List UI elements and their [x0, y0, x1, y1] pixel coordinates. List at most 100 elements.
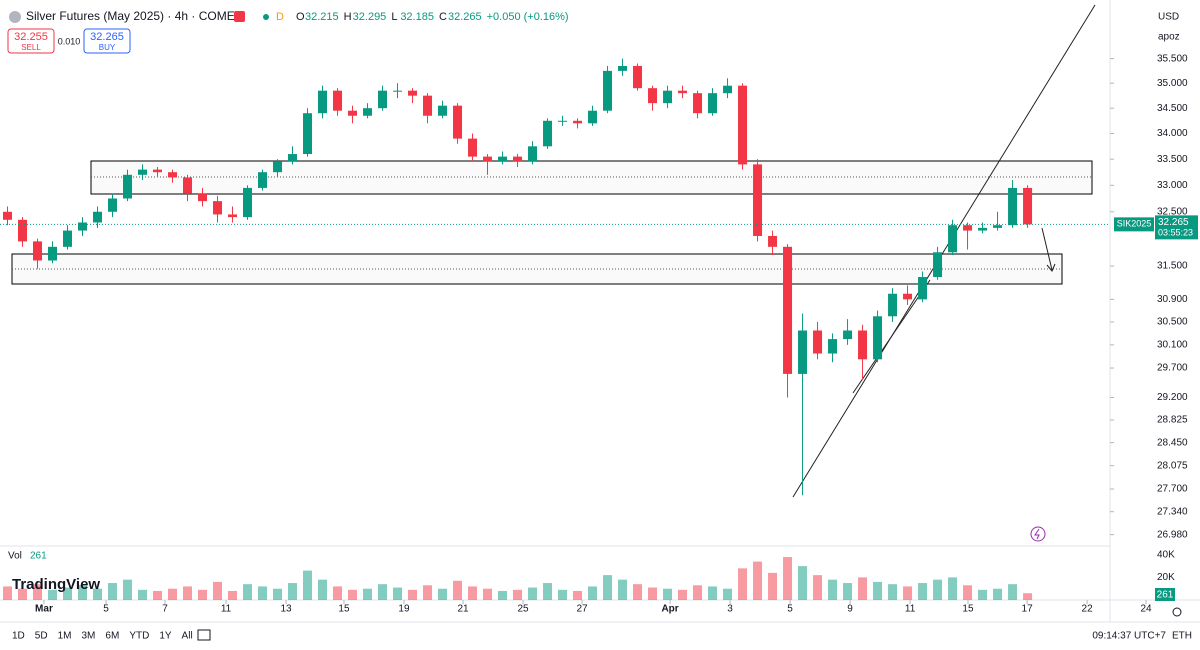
candle-body — [78, 222, 88, 231]
x-tick-label: Apr — [661, 604, 678, 615]
timeframe-button[interactable]: YTD — [129, 631, 149, 642]
candle-body — [108, 198, 118, 212]
candle-body — [933, 252, 943, 278]
currency[interactable]: USD — [1158, 12, 1179, 23]
arrow[interactable] — [1041, 227, 1053, 271]
candle-body — [723, 85, 733, 94]
timeframe-button[interactable]: All — [182, 631, 193, 642]
timeframe-button[interactable]: 5D — [35, 631, 48, 642]
y-tick-label: 34.500 — [1157, 103, 1188, 114]
volume-bar — [453, 580, 463, 600]
alert-icon-bolt — [1034, 528, 1040, 540]
candle-body — [918, 277, 928, 300]
candle-body — [948, 225, 958, 253]
candle-body — [243, 187, 253, 218]
volume-bar — [273, 588, 283, 600]
y-tick-label: 28.450 — [1157, 437, 1188, 448]
volume-bar — [753, 561, 763, 600]
volume-bar — [738, 568, 748, 600]
volume-bar — [1023, 593, 1033, 600]
x-tick-label: 5 — [103, 604, 109, 615]
candle-body — [573, 120, 583, 124]
readout-key: C — [439, 11, 447, 23]
candle-body — [3, 211, 13, 220]
volume-bar — [573, 590, 583, 600]
volume-bar — [843, 583, 853, 600]
readout-change: +0.050 (+0.16%) — [487, 11, 569, 23]
timeframe-button[interactable]: 1M — [58, 631, 72, 642]
timeframe-button[interactable]: 3M — [82, 631, 96, 642]
candle-body — [483, 156, 493, 162]
x-tick-label: 7 — [162, 604, 168, 615]
volume-bar — [3, 586, 13, 600]
logo: TradingView — [12, 576, 100, 593]
volume-last-tag — [1155, 588, 1175, 601]
volume-bar — [543, 583, 553, 600]
x-tick-label: 9 — [847, 604, 853, 615]
ticker-tag: SIK2025 — [1117, 219, 1152, 229]
alert-icon[interactable] — [1030, 526, 1046, 542]
volume-bar — [228, 590, 238, 600]
candle-body — [153, 169, 163, 173]
clock: 09:14:37 UTC+7 — [1092, 631, 1166, 642]
candle-body — [468, 138, 478, 157]
x-tick-label: 19 — [398, 604, 410, 615]
volume-bar — [768, 572, 778, 600]
symbol-title[interactable]: Silver Futures (May 2025) · 4h · COMEX — [26, 9, 243, 23]
volume-tick-label: 20K — [1157, 572, 1175, 583]
candle-body — [693, 93, 703, 114]
candle-body — [1023, 187, 1033, 225]
candle-body — [453, 105, 463, 139]
timeframe-button[interactable]: 1D — [12, 631, 25, 642]
candle-body — [18, 219, 28, 242]
candle-body — [258, 172, 268, 188]
volume-bar — [408, 589, 418, 600]
volume-tick-label: 40K — [1157, 549, 1175, 560]
volume-bar — [993, 588, 1003, 600]
sell-button[interactable] — [7, 28, 55, 54]
candle-body — [663, 90, 673, 104]
candle-body — [393, 90, 403, 92]
candle-body — [273, 161, 283, 173]
scale-menu[interactable]: apoz — [1158, 32, 1180, 43]
candle-body — [708, 93, 718, 114]
readout-key: L — [391, 11, 397, 23]
timeframe-button[interactable]: 1Y — [159, 631, 172, 642]
y-tick-label: 33.000 — [1157, 180, 1188, 191]
readout-value: 32.295 — [353, 11, 387, 23]
volume-bar — [468, 586, 478, 600]
candle-body — [63, 230, 73, 247]
volume-bar — [333, 586, 343, 600]
candle-body — [843, 330, 853, 340]
trend-line[interactable] — [792, 4, 1096, 498]
buy-button[interactable] — [83, 28, 131, 54]
readout-value: 32.265 — [448, 11, 482, 23]
candle-body — [558, 120, 568, 122]
candle-body — [528, 146, 538, 162]
volume-bar — [873, 581, 883, 600]
volume-bar — [858, 577, 868, 600]
candle-body — [93, 211, 103, 223]
y-tick-label: 28.825 — [1157, 415, 1188, 426]
candle-body — [303, 113, 313, 155]
candle-body — [768, 235, 778, 247]
last-price: 32.265 — [1158, 217, 1189, 228]
y-tick-label: 33.500 — [1157, 154, 1188, 165]
settings-icon[interactable] — [1172, 607, 1182, 617]
session[interactable]: ETH — [1172, 631, 1192, 642]
volume-bar — [108, 583, 118, 600]
arrow-head — [1046, 263, 1056, 272]
volume-bar — [828, 579, 838, 600]
trend-line[interactable] — [852, 279, 931, 394]
last-price-box — [1155, 215, 1198, 240]
volume-last-tag-text: 261 — [1157, 590, 1174, 601]
x-tick-label: 21 — [458, 604, 470, 615]
timeframe-button[interactable]: 6M — [105, 631, 119, 642]
date-range-icon[interactable] — [197, 629, 211, 641]
candle-body — [888, 293, 898, 317]
candle-body — [168, 172, 178, 178]
candle-body — [498, 156, 508, 162]
volume-bar — [423, 585, 433, 600]
candle-body — [438, 105, 448, 116]
candle-body — [423, 95, 433, 116]
